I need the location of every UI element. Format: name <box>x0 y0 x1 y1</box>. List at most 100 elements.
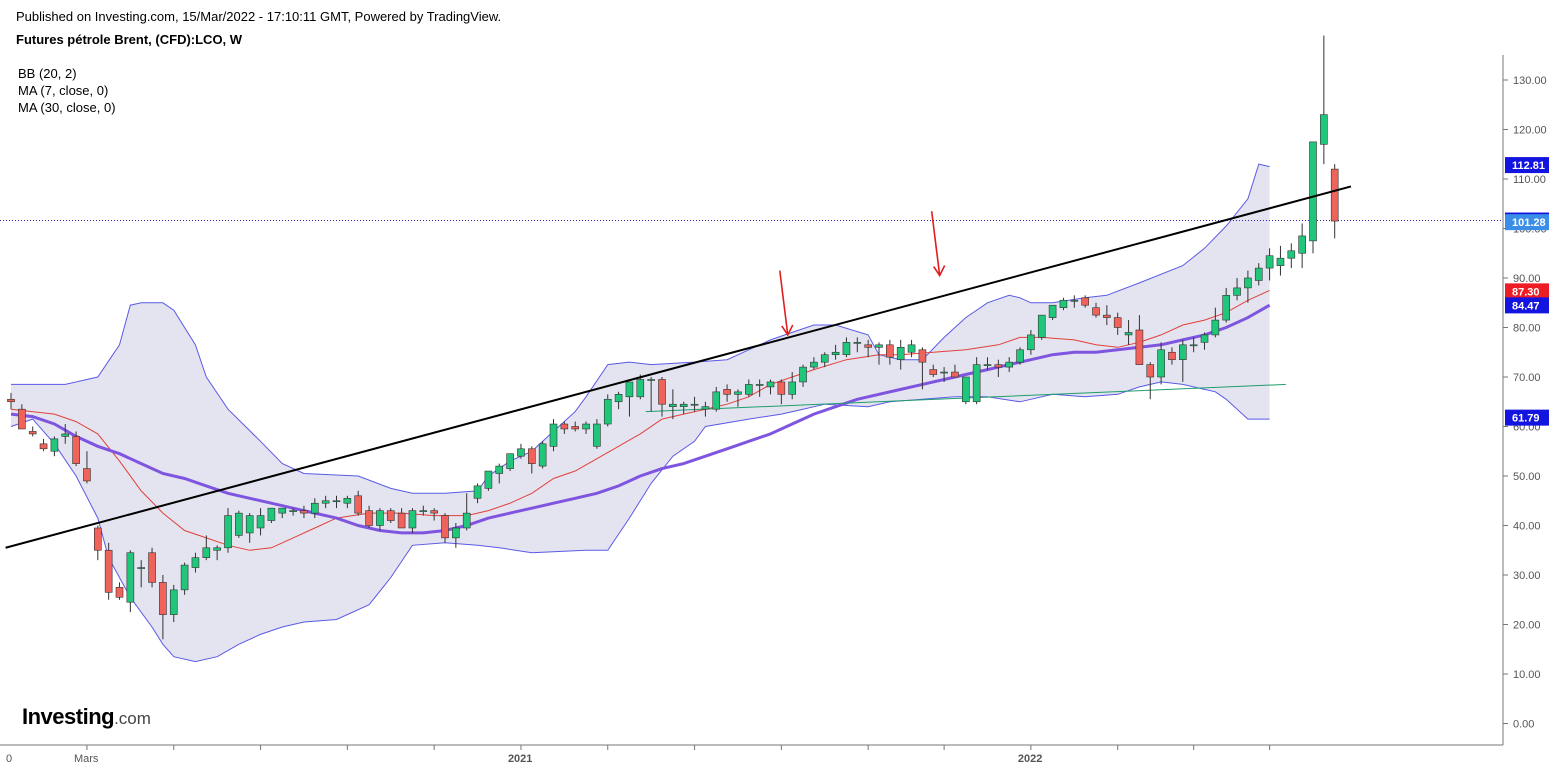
candle-body <box>289 510 297 512</box>
candle-body <box>452 527 460 539</box>
annotation-arrow-head <box>933 265 946 278</box>
candle-body <box>50 438 59 452</box>
candle-body <box>1211 319 1220 336</box>
candle-body <box>397 512 406 529</box>
candle-body <box>1276 257 1285 266</box>
indicator-ma30-label: MA (30, close, 0) <box>18 100 116 115</box>
candle-body <box>495 465 504 474</box>
candle-body <box>332 500 341 503</box>
candle-body <box>1070 299 1079 302</box>
candle-body <box>1037 314 1046 338</box>
candle-body <box>180 564 189 591</box>
candle-body <box>582 423 590 430</box>
candle-body <box>788 381 797 395</box>
candle-body <box>799 366 807 383</box>
candle-body <box>571 426 580 430</box>
candle-body <box>690 403 699 406</box>
candle-body <box>1103 314 1111 318</box>
candle-body <box>1222 295 1230 321</box>
candle-body <box>137 567 145 569</box>
candle-body <box>191 557 200 568</box>
candle-body <box>441 515 449 539</box>
annotation-arrow <box>930 211 941 276</box>
candle-body <box>810 361 818 368</box>
price-badge <box>1505 214 1549 231</box>
candle-body <box>734 391 742 395</box>
price-badge <box>1505 409 1549 426</box>
candle-body <box>462 512 471 529</box>
candle-body <box>1135 329 1144 365</box>
candle-body <box>61 433 70 437</box>
candle-body <box>300 510 308 514</box>
y-tick-label: 110.00 <box>1513 174 1546 186</box>
candle-body <box>549 423 558 447</box>
candle-body <box>1254 267 1263 281</box>
x-tick-label: 2022 <box>1018 753 1042 765</box>
candle-body <box>115 587 124 598</box>
candle-body <box>256 515 265 529</box>
candle-body <box>126 552 135 603</box>
y-tick-label: 50.00 <box>1513 471 1541 483</box>
candle-body <box>343 497 352 504</box>
candle-body <box>994 364 1003 368</box>
candle-body <box>72 436 80 464</box>
price-badge <box>1505 157 1549 174</box>
candle-body <box>831 351 840 356</box>
candle-body <box>28 431 37 435</box>
candle-body <box>159 582 167 615</box>
candle-body <box>1146 364 1155 378</box>
candle-body <box>354 495 363 514</box>
candle-body <box>603 398 612 425</box>
y-tick-label: 80.00 <box>1513 323 1541 335</box>
y-tick-label: 90.00 <box>1513 273 1541 285</box>
candle-body <box>1048 304 1057 318</box>
candle-body <box>766 381 775 388</box>
x-tick-label: 0 <box>6 753 12 765</box>
candle-body <box>1179 344 1187 360</box>
candle-body <box>83 468 91 482</box>
candle-body <box>723 389 731 395</box>
candle-body <box>1287 250 1296 259</box>
candle-body <box>1059 299 1068 308</box>
candle-body <box>820 354 829 363</box>
candle-body <box>1265 255 1274 269</box>
candle-body <box>951 371 959 378</box>
candle-body <box>169 589 178 615</box>
candle-body <box>940 371 948 374</box>
candle-body <box>907 344 916 353</box>
candle-body <box>235 512 243 536</box>
candle-body <box>1309 141 1317 242</box>
candle-body <box>614 394 623 403</box>
candle-body <box>267 507 276 521</box>
candle-body <box>886 344 894 358</box>
price-badge-label: 112.81 <box>1512 160 1545 172</box>
investing-logo: Investing.com <box>22 704 151 729</box>
candle-body <box>1157 349 1165 378</box>
candle-body <box>896 346 905 360</box>
candle-body <box>1005 361 1014 368</box>
y-tick-label: 30.00 <box>1513 570 1541 582</box>
candle-body <box>842 342 851 356</box>
chart-title: Futures pétrole Brent, (CFD):LCO, W <box>16 32 243 47</box>
candle-body <box>213 547 221 551</box>
annotation-arrow-head <box>781 324 794 337</box>
bollinger-band-fill <box>11 164 1270 662</box>
candle-body <box>1113 317 1122 328</box>
candle-body <box>104 549 113 593</box>
candle-body <box>419 510 428 512</box>
candle-body <box>278 507 287 514</box>
candle-body <box>484 470 493 489</box>
candle-body <box>1330 168 1339 222</box>
candle-body <box>593 423 601 447</box>
candle-body <box>1233 287 1241 296</box>
x-tick-label: Mars <box>74 753 99 765</box>
candle-body <box>1244 277 1252 289</box>
y-tick-label: 0.00 <box>1513 719 1534 731</box>
ma7-line <box>10 289 1270 551</box>
candle-body <box>94 527 102 551</box>
candle-body <box>224 515 232 549</box>
candle-body <box>408 510 417 529</box>
candle-body <box>245 515 254 534</box>
candle-body <box>864 344 872 348</box>
